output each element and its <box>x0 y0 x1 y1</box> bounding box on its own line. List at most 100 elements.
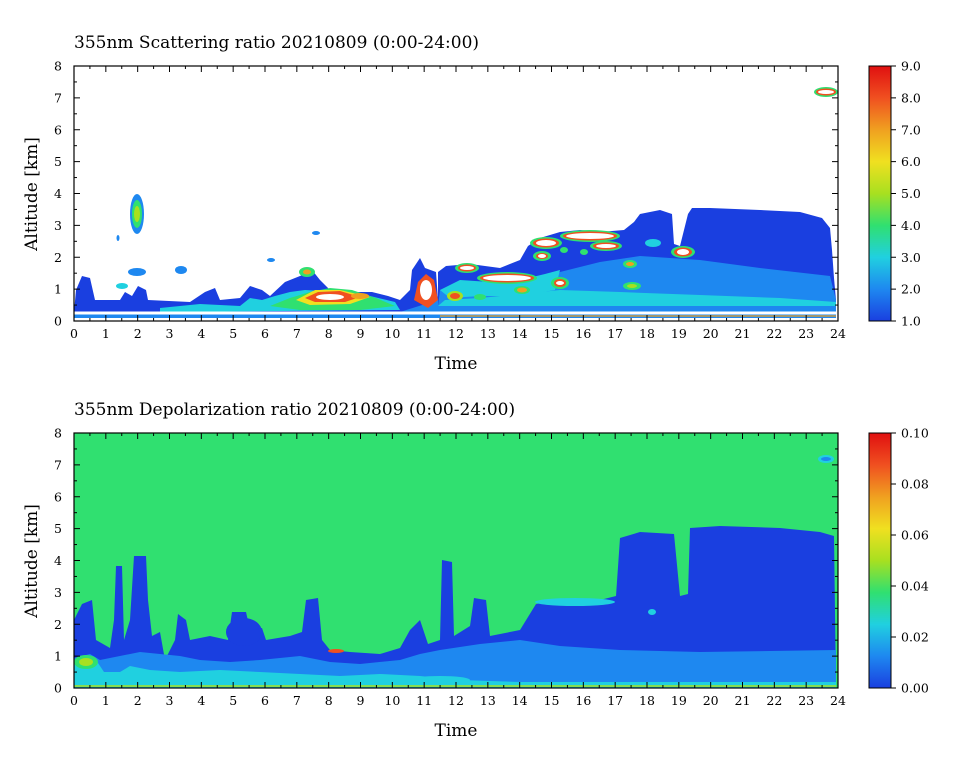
x-tick-label: 0 <box>70 326 78 341</box>
x-tick-label: 23 <box>798 693 814 708</box>
x-tick-label: 2 <box>134 693 142 708</box>
chart-title: 355nm Depolarization ratio 20210809 (0:0… <box>74 400 515 420</box>
y-tick-label: 7 <box>54 457 62 472</box>
x-axis-label: Time <box>435 721 478 741</box>
heatmap-region <box>312 231 320 235</box>
colorbar-tick-label: 3.0 <box>901 250 921 265</box>
x-tick-label: 10 <box>384 693 400 708</box>
x-tick-label: 4 <box>197 326 205 341</box>
colorbar-tick-label: 1.0 <box>901 314 921 329</box>
heatmap-region <box>134 206 140 222</box>
x-tick-label: 20 <box>703 693 719 708</box>
x-tick-label: 19 <box>671 693 687 708</box>
x-tick-label: 7 <box>293 326 301 341</box>
heatmap-region <box>420 280 432 300</box>
cloud-cluster <box>447 87 838 301</box>
heatmap-region <box>440 270 560 298</box>
x-tick-label: 17 <box>607 693 623 708</box>
heatmap-region <box>267 258 275 262</box>
x-axis-label: Time <box>435 354 478 374</box>
y-tick-label: 1 <box>54 649 62 664</box>
x-tick-label: 8 <box>325 693 333 708</box>
heatmap-region <box>410 676 470 684</box>
colorbar-ticks: 1.0 2.0 3.0 4.0 5.0 6.0 7.0 8.0 9.0 <box>891 59 921 329</box>
x-tick-label: 18 <box>639 326 655 341</box>
x-tick-label: 11 <box>416 326 432 341</box>
x-tick-label: 12 <box>448 326 464 341</box>
x-tick-label: 13 <box>480 326 496 341</box>
colorbar <box>868 432 892 689</box>
colorbar-tick-label: 5.0 <box>901 186 921 201</box>
colorbar <box>868 65 892 322</box>
heatmap-area <box>74 433 838 688</box>
x-tick-label: 22 <box>766 693 782 708</box>
heatmap-region <box>351 293 369 299</box>
axis-ticks: 0 1 2 3 4 5 6 7 8 9 10 11 12 13 14 15 16 17 18 19 20 21 22 23 24… <box>54 426 846 709</box>
x-tick-label: 3 <box>166 326 174 341</box>
x-tick-label: 4 <box>197 693 205 708</box>
colorbar-tick-label: 2.0 <box>901 282 921 297</box>
x-tick-label: 22 <box>766 326 782 341</box>
y-tick-label: 4 <box>54 553 62 568</box>
x-tick-label: 19 <box>671 326 687 341</box>
colorbar-tick-label: 4.0 <box>901 218 921 233</box>
heatmap-region <box>821 457 831 461</box>
x-tick-label: 21 <box>735 693 751 708</box>
y-tick-label: 1 <box>54 282 62 297</box>
x-tick-label: 8 <box>325 326 333 341</box>
heatmap-region <box>79 658 93 666</box>
x-tick-label: 14 <box>512 693 528 708</box>
y-tick-label: 8 <box>54 59 62 74</box>
x-tick-label: 5 <box>229 693 237 708</box>
x-tick-label: 0 <box>70 693 78 708</box>
y-tick-label: 4 <box>54 186 62 201</box>
heatmap-region <box>328 649 344 653</box>
y-tick-label: 8 <box>54 426 62 441</box>
y-tick-label: 2 <box>54 617 62 632</box>
y-tick-label: 5 <box>54 154 62 169</box>
x-tick-label: 15 <box>544 693 560 708</box>
y-tick-label: 6 <box>54 122 62 137</box>
x-tick-label: 3 <box>166 693 174 708</box>
heatmap-region <box>535 598 615 606</box>
x-tick-label: 6 <box>261 693 269 708</box>
heatmap-region <box>74 526 836 688</box>
heatmap-area <box>74 66 838 321</box>
colorbar-tick-label: 0.08 <box>901 477 929 492</box>
y-tick-label: 0 <box>54 314 62 329</box>
x-tick-label: 17 <box>607 326 623 341</box>
x-tick-label: 9 <box>357 693 365 708</box>
heatmap-region <box>648 609 656 615</box>
heatmap-region <box>116 283 128 289</box>
x-tick-label: 12 <box>448 693 464 708</box>
axis-ticks: 0 1 2 3 4 5 6 7 8 9 10 11 12 13 14 15 16 17 18 19 20 21 22 23 24… <box>54 59 846 342</box>
x-tick-label: 10 <box>384 326 400 341</box>
x-tick-label: 20 <box>703 326 719 341</box>
x-tick-label: 1 <box>102 326 110 341</box>
x-tick-label: 9 <box>357 326 365 341</box>
chart-title: 355nm Scattering ratio 20210809 (0:00-24… <box>74 33 479 53</box>
colorbar-tick-label: 9.0 <box>901 59 921 74</box>
y-tick-label: 5 <box>54 521 62 536</box>
colorbar-tick-label: 8.0 <box>901 90 921 105</box>
heatmap-region <box>175 266 187 274</box>
x-tick-label: 13 <box>480 693 496 708</box>
scattering-ratio-panel: 355nm Scattering ratio 20210809 (0:00-24… <box>22 33 921 374</box>
colorbar-tick-label: 6.0 <box>901 154 921 169</box>
y-tick-label: 7 <box>54 90 62 105</box>
x-tick-label: 15 <box>544 326 560 341</box>
colorbar-tick-label: 0.02 <box>901 630 929 645</box>
x-tick-label: 16 <box>575 326 591 341</box>
y-tick-label: 2 <box>54 250 62 265</box>
colorbar-tick-label: 0.04 <box>901 579 929 594</box>
depolarization-ratio-panel: 355nm Depolarization ratio 20210809 (0:0… <box>22 400 929 741</box>
x-tick-label: 11 <box>416 693 432 708</box>
y-axis-label: Altitude [km] <box>22 504 42 619</box>
colorbar-ticks: 0.00 0.02 0.04 0.06 0.08 0.10 <box>891 426 929 696</box>
heatmap-region <box>316 294 344 300</box>
y-tick-label: 0 <box>54 681 62 696</box>
x-tick-label: 7 <box>293 693 301 708</box>
y-tick-label: 6 <box>54 489 62 504</box>
x-tick-label: 24 <box>830 693 846 708</box>
x-tick-label: 24 <box>830 326 846 341</box>
